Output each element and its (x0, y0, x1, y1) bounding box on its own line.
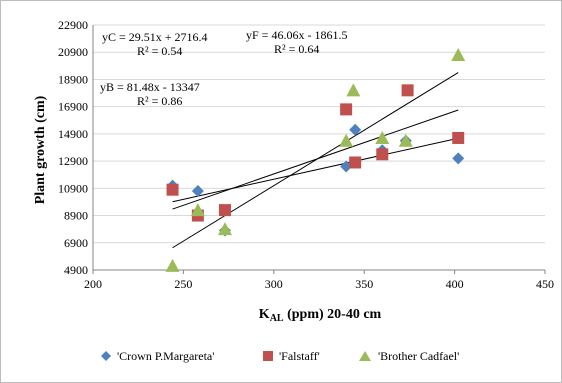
x-tick-label: 250 (174, 277, 192, 291)
x-axis-title-subscript: AL (270, 313, 284, 324)
point-falstaff (340, 103, 353, 116)
point-crown (349, 123, 362, 136)
legend-label-crown: 'Crown P.Margareta' (117, 349, 214, 363)
r2-falstaff: R² = 0.64 (274, 42, 319, 56)
point-crown (191, 185, 204, 198)
x-tick-label: 400 (446, 277, 464, 291)
x-axis-title: KAL (ppm) 20-40 cm (259, 307, 382, 324)
trendline-brother (172, 72, 459, 249)
x-tick-label: 450 (536, 277, 554, 291)
y-tick-label: 20900 (58, 45, 88, 59)
point-brother (451, 47, 466, 61)
y-tick-label: 18900 (58, 72, 88, 86)
point-brother (339, 133, 354, 147)
y-tick-label: 12900 (58, 154, 88, 168)
point-brother (398, 133, 413, 147)
point-brother (190, 203, 205, 217)
trendlines (172, 72, 459, 249)
trendline-falstaff (172, 109, 459, 210)
x-axis-title-rest: (ppm) 20-40 cm (284, 307, 382, 322)
y-tick-label: 4900 (64, 263, 88, 277)
r2-brother: R² = 0.86 (137, 94, 182, 108)
x-axis-title-main: K (259, 307, 270, 322)
y-tick-label: 6900 (64, 236, 88, 250)
point-brother (375, 130, 390, 144)
legend-label-brother: 'Brother Cadfael' (378, 349, 459, 363)
point-falstaff (218, 204, 231, 217)
y-tick-label: 22900 (58, 18, 88, 32)
equation-falstaff: yF = 46.06x - 1861.5 (246, 28, 347, 42)
y-axis-title: Plant growth (cm) (33, 95, 48, 204)
legend-label-falstaff: 'Falstaff' (279, 349, 320, 363)
tick-labels: 4900 6900 8900 10900 12900 14900 16900 18900 209… (58, 18, 554, 291)
point-brother (346, 83, 361, 97)
legend-marker-crown (101, 351, 111, 361)
gridlines (93, 24, 545, 244)
trendline-crown (172, 137, 459, 203)
point-falstaff (452, 131, 465, 144)
equation-brother: yB = 81.48x - 13347 (100, 80, 200, 94)
point-falstaff (349, 156, 362, 169)
legend-marker-brother (359, 351, 371, 361)
y-tick-label: 16900 (58, 100, 88, 114)
legend: 'Crown P.Margareta' 'Falstaff' 'Brother … (101, 349, 459, 363)
equation-crown: yC = 29.51x + 2716.4 (102, 30, 208, 44)
data-points (165, 47, 466, 272)
y-tick-label: 8900 (64, 209, 88, 223)
point-falstaff (166, 183, 179, 196)
x-tick-label: 300 (265, 277, 283, 291)
y-tick-label: 10900 (58, 181, 88, 195)
point-brother (217, 222, 232, 236)
point-falstaff (376, 148, 389, 161)
x-tick-label: 200 (84, 277, 102, 291)
r2-crown: R² = 0.54 (137, 44, 182, 58)
legend-marker-falstaff (263, 351, 273, 361)
point-brother (165, 258, 180, 272)
point-falstaff (401, 84, 414, 97)
point-crown (340, 160, 353, 173)
y-tick-label: 14900 (58, 127, 88, 141)
point-crown (452, 152, 465, 165)
x-tick-label: 350 (355, 277, 373, 291)
